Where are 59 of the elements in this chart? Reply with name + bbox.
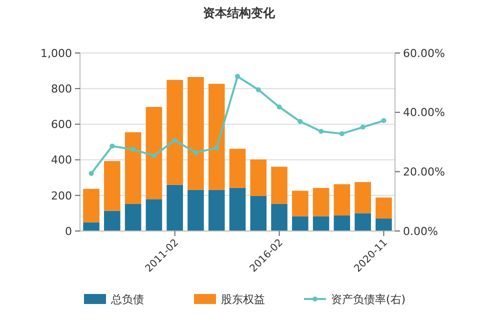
y2-tick-label: 20.00% — [403, 166, 445, 179]
bar — [292, 216, 308, 231]
y-tick-label: 200 — [51, 189, 72, 202]
point — [235, 74, 240, 79]
point — [276, 104, 282, 110]
bar — [334, 216, 350, 231]
legend-label: 资产负债率(右) — [331, 292, 406, 306]
y2-tick-label: 60.00% — [403, 46, 445, 60]
bar — [229, 188, 246, 231]
bar — [104, 161, 120, 211]
bar — [124, 204, 142, 231]
bar — [312, 216, 330, 231]
bar — [146, 199, 162, 231]
y-tick-label: 600 — [51, 118, 72, 132]
y2-tick-label: 0.00% — [403, 224, 438, 238]
point — [256, 87, 261, 92]
y-tick-label: 1,000 — [40, 46, 72, 60]
bar — [83, 188, 100, 222]
bar — [271, 204, 288, 231]
bar — [166, 80, 183, 185]
y2-tick-label: 40.00% — [403, 106, 445, 120]
point — [318, 128, 324, 134]
point — [151, 153, 156, 158]
bar — [250, 196, 267, 231]
bar — [146, 106, 162, 200]
bar — [104, 210, 120, 231]
bar — [292, 190, 308, 216]
bar — [354, 213, 371, 231]
point — [193, 150, 198, 156]
bar — [376, 218, 392, 231]
point — [381, 118, 386, 124]
point — [214, 145, 220, 150]
bar — [376, 198, 392, 219]
bar — [124, 132, 142, 204]
bar — [208, 190, 225, 231]
point — [339, 131, 344, 136]
bar — [312, 188, 330, 216]
point — [360, 124, 366, 130]
y-tick-label: 800 — [51, 82, 72, 96]
legend-label: 股东权益 — [221, 292, 265, 306]
bar — [208, 84, 225, 190]
bar — [188, 77, 204, 190]
bar — [166, 184, 183, 231]
bar — [250, 159, 267, 196]
point — [172, 138, 178, 143]
point — [130, 146, 136, 152]
chart-title: 资本结构变化 — [203, 6, 276, 20]
y-tick-label: 400 — [51, 154, 72, 167]
bar — [354, 182, 371, 214]
point — [298, 119, 303, 124]
bar — [334, 184, 350, 216]
bar — [83, 222, 100, 231]
y-tick-label: 0 — [65, 224, 72, 238]
bar — [229, 148, 246, 188]
legend-label: 总负债 — [110, 292, 144, 306]
point — [110, 144, 115, 149]
point — [88, 170, 94, 176]
bar — [188, 190, 204, 231]
bar — [271, 166, 288, 204]
